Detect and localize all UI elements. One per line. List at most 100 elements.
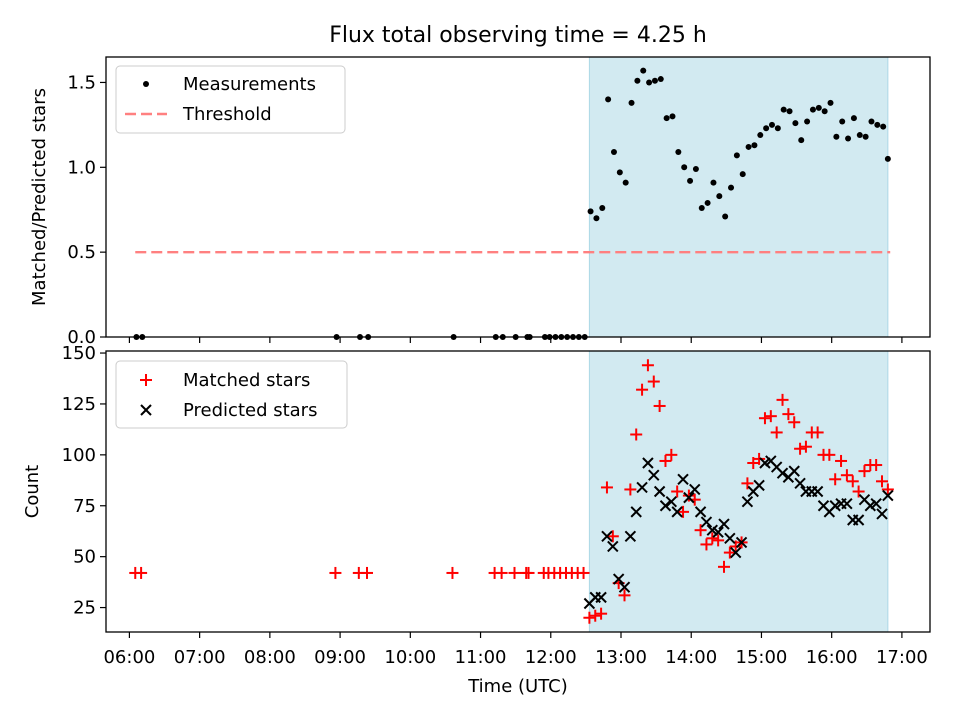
measurement-point — [874, 121, 881, 128]
ratio-legend: Measurements Threshold — [115, 65, 346, 134]
predicted-star-point — [882, 489, 894, 502]
measurement-point — [675, 149, 682, 156]
observing-window-highlight — [588, 56, 889, 338]
matched-star-point — [723, 546, 736, 559]
predicted-stars-series — [583, 455, 894, 610]
measurement-point — [862, 133, 869, 140]
matched-star-point — [641, 359, 654, 372]
matched-star-point — [589, 609, 602, 622]
predicted-stars-legend-label: Predicted stars — [183, 400, 317, 421]
predicted-star-point — [607, 540, 619, 553]
predicted-star-point-b — [858, 493, 871, 506]
x-tick-label: 14:00 — [665, 647, 717, 668]
measurement-point — [704, 199, 711, 206]
predicted-star-point — [712, 526, 724, 538]
matched-star-point — [870, 459, 883, 472]
count-y-tick-label: 25 — [73, 598, 96, 619]
predicted-star-point — [677, 473, 689, 485]
matched-stars-legend-glyph — [140, 374, 152, 386]
count-y-tick-label: 50 — [73, 547, 96, 568]
ratio-y-tick-label: 1.0 — [67, 157, 96, 178]
measurement-point — [763, 125, 770, 132]
matched-star-point — [758, 412, 771, 425]
measurement-point — [698, 205, 705, 212]
predicted-star-point-b — [876, 508, 888, 520]
predicted-star-point — [718, 518, 730, 530]
predicted-star-point-b — [683, 491, 695, 504]
count-y-axis: 25 50 75 100 125 150 — [62, 343, 106, 619]
predicted-star-point — [794, 477, 806, 490]
measurement-point — [839, 118, 846, 125]
predicted-star-point — [852, 514, 865, 526]
predicted-star-point — [689, 483, 701, 496]
ratio-y-tick-label: 0.0 — [67, 327, 96, 348]
ratio-y-label: Matched/Predicted stars — [29, 88, 50, 306]
predicted-star-point — [612, 573, 625, 585]
measurements-series — [133, 67, 891, 340]
predicted-star-point — [653, 485, 666, 498]
predicted-star-point — [841, 498, 853, 510]
measurement-point — [821, 108, 828, 115]
count-y-tick-label: 125 — [62, 394, 96, 415]
matched-star-point — [647, 375, 660, 388]
matched-star-point — [799, 440, 812, 453]
measurement-point — [786, 108, 793, 115]
measurement-point — [634, 77, 641, 84]
x-tick-label: 10:00 — [384, 647, 436, 668]
predicted-stars-legend-glyph-b — [140, 404, 152, 416]
predicted-star-point — [694, 506, 707, 518]
predicted-star-point — [671, 506, 683, 518]
measurement-point — [716, 193, 723, 200]
matched-star-point — [600, 481, 613, 494]
measurement-point — [669, 113, 676, 120]
predicted-star-point — [659, 500, 672, 512]
predicted-star-point — [753, 479, 765, 492]
predicted-star-point-b — [677, 473, 689, 485]
matched-star-point — [776, 393, 789, 406]
measurement-point — [692, 166, 699, 172]
predicted-stars-legend-glyph — [140, 404, 152, 416]
predicted-star-point — [630, 506, 642, 518]
predicted-star-point-b — [882, 489, 894, 502]
matched-star-point — [329, 566, 342, 579]
measurement-point — [815, 104, 822, 111]
measurement-point — [850, 115, 857, 122]
measurement-point — [593, 215, 600, 222]
matched-star-point — [794, 442, 807, 455]
predicted-star-point-b — [753, 479, 765, 492]
predicted-star-point — [788, 465, 800, 477]
matched-star-point — [846, 475, 859, 488]
predicted-star-point — [776, 467, 789, 479]
matched-stars-legend-label: Matched stars — [183, 370, 310, 391]
x-tick-label: 11:00 — [455, 647, 507, 668]
matched-star-point — [446, 566, 459, 579]
measurement-point — [687, 177, 694, 184]
ratio-y-tick-label: 1.5 — [67, 72, 96, 93]
measurement-point — [681, 164, 688, 171]
matched-star-point — [712, 534, 725, 547]
ratio-x-ticks — [128, 337, 903, 343]
matched-star-point — [700, 538, 713, 551]
matched-star-point — [361, 566, 374, 579]
measurement-point — [792, 120, 799, 127]
measurement-point — [622, 179, 629, 186]
measurement-point — [845, 135, 852, 142]
measurement-point — [587, 208, 594, 215]
predicted-star-point-b — [642, 457, 654, 469]
predicted-star-point-b — [776, 467, 789, 479]
matched-star-point — [665, 448, 678, 461]
measurement-point — [616, 169, 623, 176]
measurement-point — [774, 125, 781, 132]
predicted-star-point-b — [794, 477, 806, 490]
matched-star-point — [135, 566, 148, 579]
measurement-point — [646, 79, 653, 86]
predicted-star-point-b — [607, 540, 619, 553]
predicted-star-point-b — [630, 506, 642, 518]
predicted-star-point — [636, 481, 648, 494]
predicted-star-point-b — [735, 536, 748, 549]
ratio-legend-box — [115, 65, 346, 134]
measurement-point — [868, 118, 875, 125]
matched-star-point — [677, 505, 690, 518]
predicted-star-point — [624, 530, 637, 543]
predicted-star-point — [724, 532, 736, 545]
